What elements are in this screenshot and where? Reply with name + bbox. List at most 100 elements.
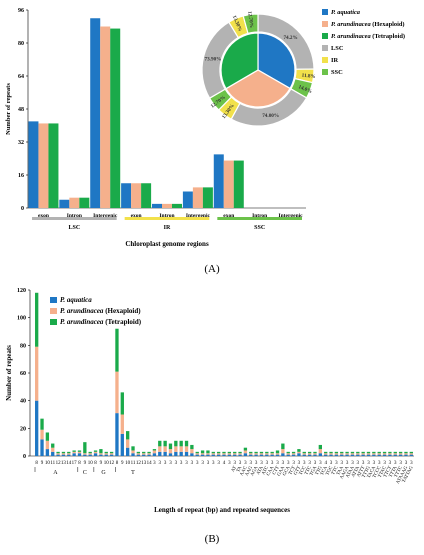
b-x-tick-label: 8 xyxy=(78,461,81,466)
b-sequence-label: TA xyxy=(236,465,243,473)
a-x-tick-label: Intron xyxy=(67,213,82,219)
donut-ring-label: 73.90% xyxy=(204,57,221,63)
b-x-tick-label: 10 xyxy=(104,461,110,466)
b-bar-segment xyxy=(126,439,130,448)
b-bar-segment xyxy=(372,454,376,456)
b-sequence-label: TCCC xyxy=(372,466,382,479)
b-bar-segment xyxy=(109,451,114,454)
b-sequence-label: TTC xyxy=(304,466,313,476)
b-bar-segment xyxy=(329,451,333,454)
b-bar-segment xyxy=(233,454,237,456)
b-bar-segment xyxy=(356,453,360,455)
a-region-label: SSC xyxy=(254,225,265,231)
b-bar-segment xyxy=(307,453,312,455)
b-bar-segment xyxy=(265,451,269,454)
a-x-tick-label: exon xyxy=(38,213,49,219)
b-x-tick-label: 13 xyxy=(61,461,67,466)
b-bar-segment xyxy=(216,453,221,455)
a-bar xyxy=(69,197,80,208)
b-sequence-label: GCA xyxy=(282,465,291,477)
b-bar-segment xyxy=(286,453,290,455)
b-x-tick-label: 3 xyxy=(319,461,322,466)
b-sequence-label: TGC xyxy=(325,466,334,477)
b-x-tick-label: 3 xyxy=(276,461,279,466)
a-y-tick-label: 64 xyxy=(18,74,24,80)
b-x-tick-label: 3 xyxy=(201,461,204,466)
b-bar-segment xyxy=(307,451,312,454)
a-bar xyxy=(233,160,244,208)
b-bar-segment xyxy=(174,451,178,456)
b-sequence-label: TTC xyxy=(331,466,340,476)
a-bar xyxy=(90,18,101,208)
b-bar-segment xyxy=(340,453,344,455)
a-x-tick-label: Intergenic xyxy=(93,213,118,219)
b-bar-segment xyxy=(211,454,215,456)
a-y-tick-label: 96 xyxy=(18,8,24,14)
b-x-tick-label: 3 xyxy=(217,461,220,466)
b-y-axis-label: Number of repeats xyxy=(5,345,13,401)
b-sequence-label: ATC xyxy=(261,466,270,476)
b-x-tick-label: 3 xyxy=(250,461,253,466)
b-x-tick-label: 3 xyxy=(373,461,376,466)
a-bar xyxy=(121,183,132,208)
b-bar-segment xyxy=(83,442,87,454)
b-bar-segment xyxy=(126,447,130,456)
b-bar-segment xyxy=(249,453,253,455)
b-bar-segment xyxy=(329,453,333,455)
b-bar-segment xyxy=(243,447,248,451)
a-bar xyxy=(38,123,49,208)
b-bar-segment xyxy=(270,454,274,456)
b-x-tick-label: 3 xyxy=(303,461,306,466)
b-x-tick-label: 3 xyxy=(298,461,301,466)
a-y-tick-label: 0 xyxy=(21,206,24,212)
a-bar xyxy=(152,203,162,208)
a-bar xyxy=(192,187,203,208)
a-region-bar xyxy=(124,217,210,220)
b-bar-segment xyxy=(67,454,71,456)
b-bar-segment xyxy=(93,451,98,454)
b-bar-segment xyxy=(179,446,183,452)
b-bar-segment xyxy=(302,454,306,456)
b-bar-segment xyxy=(334,451,339,454)
b-bar-segment xyxy=(61,454,66,456)
b-bar-segment xyxy=(345,451,349,454)
b-bar-segment xyxy=(409,453,413,455)
b-bar-segment xyxy=(313,454,317,456)
chart-a-legend: P. aquatica P. arundinacea (Hexaploid) P. … xyxy=(322,9,405,76)
a-bar xyxy=(79,197,90,208)
a-bar xyxy=(100,26,111,208)
chart-a-regions: 0 16 32 48 64 80 96 Number of repeats exon Intron… xyxy=(5,8,306,248)
b-bar-segment xyxy=(93,453,98,456)
b-bar-segment xyxy=(377,454,381,456)
a-bar xyxy=(141,183,152,208)
donut-ring-label: 74.2% xyxy=(283,35,297,41)
b-bar-segment xyxy=(152,453,157,456)
b-x-tick-label: 3 xyxy=(207,461,210,466)
b-bar-segment xyxy=(254,454,258,456)
a-region-bar xyxy=(217,217,302,220)
b-bar-segment xyxy=(147,454,151,456)
b-bar-segment xyxy=(67,453,71,455)
b-bar-segment xyxy=(265,453,269,455)
b-bar-segment xyxy=(222,454,226,456)
b-x-tick-label: 3 xyxy=(362,461,365,466)
b-bar-segment xyxy=(184,446,189,452)
b-x-tick-label: 3 xyxy=(357,461,360,466)
b-x-tick-label: 3 xyxy=(239,461,242,466)
b-bar-segment xyxy=(152,450,157,454)
b-bar-segment xyxy=(324,454,328,456)
b-x-tick-label: 12 xyxy=(136,461,142,466)
b-bar-segment xyxy=(216,454,221,456)
b-bar-segment xyxy=(131,450,135,454)
b-x-tick-label: 17 xyxy=(72,461,78,466)
b-x-tick-label: 3 xyxy=(346,461,349,466)
b-bar-segment xyxy=(83,454,87,456)
b-bar-segment xyxy=(356,451,360,454)
b-bar-segment xyxy=(88,453,92,455)
b-bar-segment xyxy=(77,451,82,454)
b-bar-segment xyxy=(211,453,215,455)
b-x-tick-label: 3 xyxy=(367,461,370,466)
b-bar-segment xyxy=(366,451,371,454)
b-bar-segment xyxy=(115,328,119,372)
b-x-tick-label: 12 xyxy=(56,461,62,466)
